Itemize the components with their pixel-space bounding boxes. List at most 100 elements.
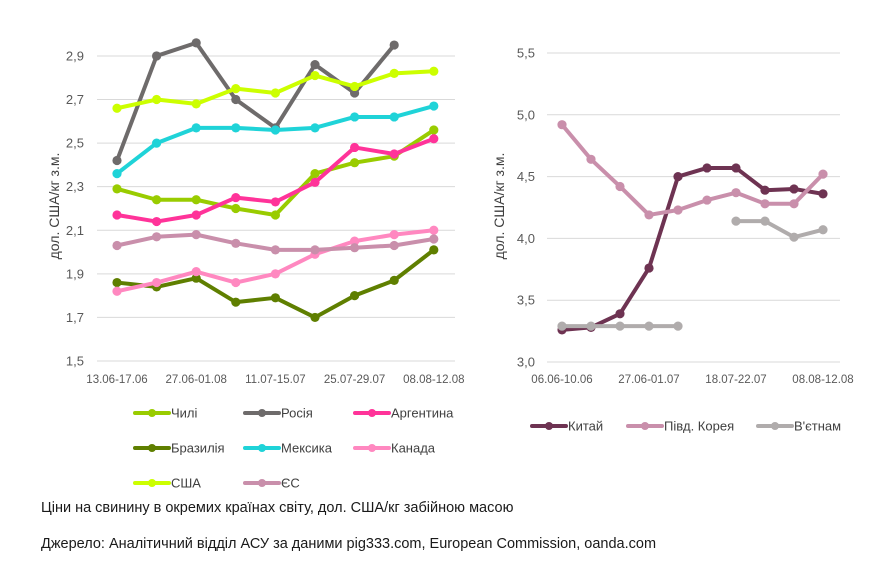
x-tick-label: 25.07-29.07 <box>324 374 385 386</box>
data-point <box>557 321 567 331</box>
data-point <box>191 123 201 133</box>
left-series <box>112 38 439 323</box>
series-line <box>115 247 436 320</box>
data-point <box>429 125 439 135</box>
legend-marker-icon <box>258 444 266 452</box>
data-point <box>152 277 162 288</box>
data-point <box>191 230 201 240</box>
figure-caption: Ціни на свинину в окремих країнах світу,… <box>41 500 514 516</box>
x-tick-label: 13.06-17.06 <box>86 374 147 386</box>
x-tick-label: 27.06-01.08 <box>166 374 227 386</box>
right-y-tick-labels: 3,0 3,5 4,0 4,5 5,0 5,5 <box>517 46 535 370</box>
data-point <box>429 134 439 144</box>
x-tick-label: 08.08-12.08 <box>403 374 464 386</box>
data-point <box>389 68 399 78</box>
y-tick-label: 2,7 <box>66 92 84 107</box>
x-tick-label: 18.07-22.07 <box>705 374 766 386</box>
data-point <box>231 238 241 248</box>
legend-label: Канада <box>391 441 436 456</box>
data-point <box>586 321 596 331</box>
data-point <box>231 84 241 94</box>
y-tick-label: 3,5 <box>517 293 535 308</box>
data-point <box>350 243 360 253</box>
series-Бразилія <box>112 245 439 323</box>
data-point <box>350 112 360 122</box>
data-point <box>350 88 360 98</box>
legend-label: Півд. Корея <box>664 419 734 434</box>
legend-label: США <box>171 476 201 491</box>
data-point <box>673 205 683 215</box>
data-point <box>191 195 201 205</box>
data-point <box>112 103 122 113</box>
legend-label: ЄС <box>281 476 300 491</box>
legend-label: Чилі <box>171 406 198 421</box>
data-point <box>615 181 625 192</box>
data-point <box>389 149 399 159</box>
left-chart: 1,5 1,7 1,9 2,1 2,3 2,5 2,7 2,9 13.06-17.06 27.0… <box>46 38 464 491</box>
data-point <box>429 245 439 255</box>
data-point <box>310 123 320 133</box>
series-Аргентина <box>112 134 439 227</box>
data-point <box>389 112 399 122</box>
legend-marker-icon <box>368 444 376 452</box>
y-tick-label: 2,3 <box>66 179 84 194</box>
legend-item: Канада <box>353 441 436 456</box>
data-point <box>818 225 828 235</box>
data-point <box>429 66 439 76</box>
data-point <box>702 195 712 205</box>
y-tick-label: 2,9 <box>66 48 84 63</box>
left-y-tick-labels: 1,5 1,7 1,9 2,1 2,3 2,5 2,7 2,9 <box>66 48 84 368</box>
legend-marker-icon <box>148 409 156 417</box>
data-point <box>731 163 741 173</box>
right-legend: Китай Півд. Корея В'єтнам <box>530 419 841 434</box>
right-series <box>557 120 828 335</box>
y-tick-label: 2,5 <box>66 136 84 151</box>
x-tick-label: 06.06-10.06 <box>531 374 592 386</box>
data-point <box>270 269 280 279</box>
series-ЄС <box>112 230 439 255</box>
y-tick-label: 4,0 <box>517 231 535 246</box>
legend-label: Росія <box>281 406 313 421</box>
data-point <box>112 286 122 296</box>
data-point <box>231 203 241 214</box>
data-point <box>112 240 122 251</box>
data-point <box>112 155 122 166</box>
y-tick-label: 4,5 <box>517 169 535 184</box>
y-tick-label: 2,1 <box>66 223 84 238</box>
data-point <box>557 120 567 130</box>
data-point <box>112 277 122 288</box>
data-point <box>818 169 828 179</box>
legend-item: Аргентина <box>353 406 454 421</box>
series-В'єтнам <box>557 216 828 331</box>
data-point <box>112 210 122 220</box>
right-y-axis-label: дол. США/кг з.м. <box>491 153 507 260</box>
data-point <box>310 177 320 187</box>
data-point <box>191 210 201 220</box>
data-point <box>152 216 162 227</box>
series-line <box>115 136 436 224</box>
legend-item: ЄС <box>243 476 300 491</box>
legend-item: В'єтнам <box>756 419 841 434</box>
legend-item: Мексика <box>243 441 333 456</box>
y-tick-label: 5,5 <box>517 46 535 61</box>
data-point <box>270 125 280 135</box>
data-point <box>429 234 439 244</box>
legend-item: Півд. Корея <box>626 419 734 434</box>
data-point <box>429 225 439 235</box>
data-point <box>152 232 162 242</box>
data-point <box>789 232 799 242</box>
data-point <box>191 273 201 283</box>
legend-marker-icon <box>545 422 553 430</box>
x-tick-label: 08.08-12.08 <box>792 374 853 386</box>
legend-marker-icon <box>368 409 376 417</box>
data-point <box>586 154 596 164</box>
series-Канада <box>112 225 439 296</box>
legend-marker-icon <box>148 444 156 452</box>
data-point <box>152 94 162 105</box>
series-Китай <box>557 163 828 335</box>
data-point <box>644 263 654 273</box>
legend-item: США <box>133 476 201 491</box>
data-point <box>731 188 741 198</box>
data-point <box>231 123 241 133</box>
data-point <box>760 216 770 226</box>
